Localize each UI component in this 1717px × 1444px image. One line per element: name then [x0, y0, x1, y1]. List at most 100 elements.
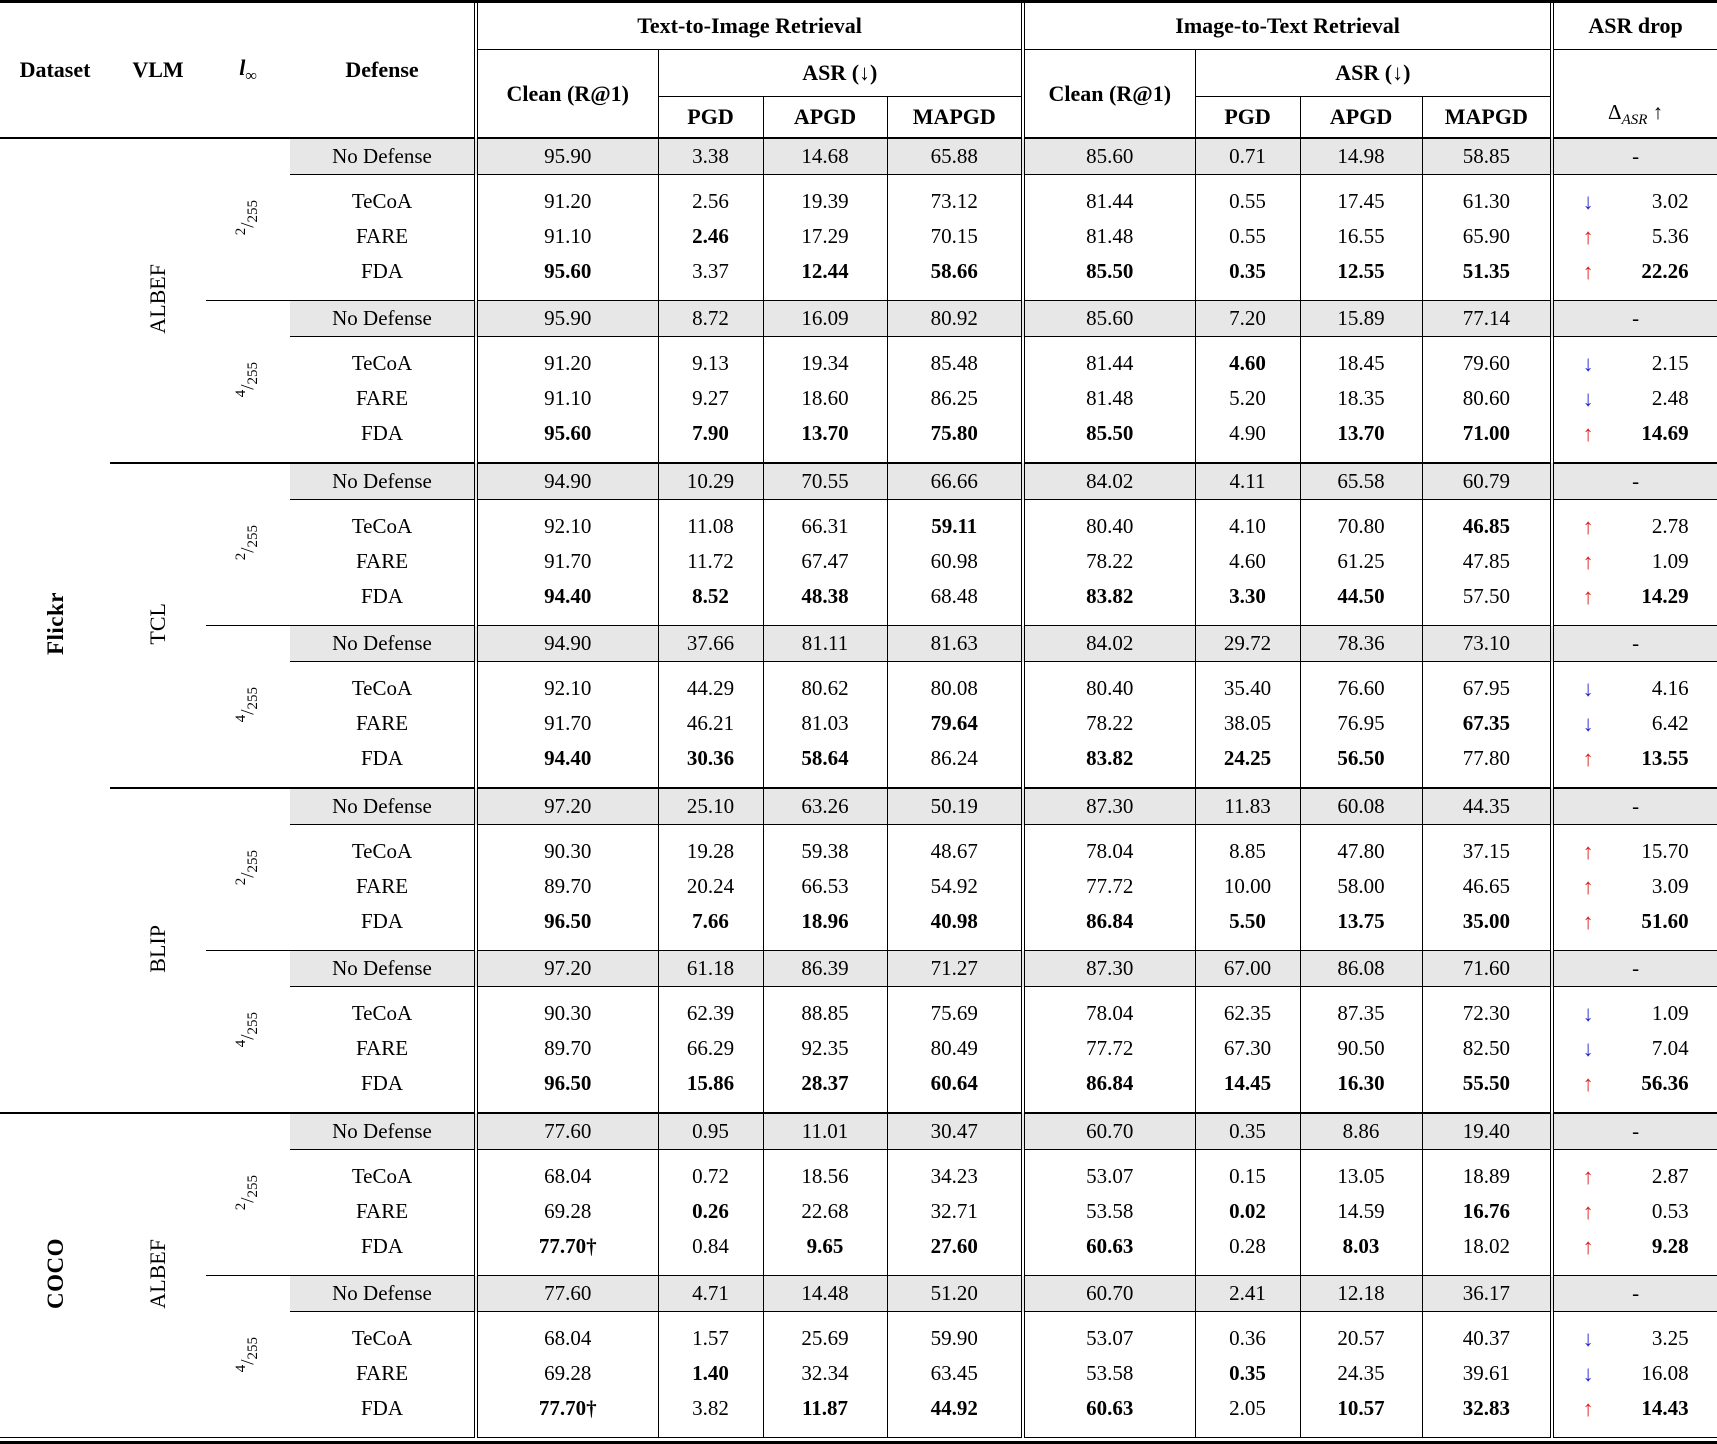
table-row: FDA 96.50 15.86 28.37 60.64 86.84 14.45 16.30 55… [0, 1066, 1717, 1113]
value-cell: 92.35 [762, 1031, 887, 1066]
value-cell: 87.35 [1299, 986, 1423, 1031]
delta-cell: - [1550, 625, 1717, 662]
dataset-label-text: COCO [42, 1237, 68, 1309]
value-text: 44.29 [686, 676, 735, 701]
eps-label: 2/255 [206, 462, 290, 626]
value-cell: 16.09 [762, 300, 887, 337]
value-text: 50.19 [930, 794, 978, 819]
value-text: 91.20 [544, 189, 592, 214]
col-header-pgd-i2t: PGD [1194, 96, 1301, 139]
value-text: 0.35 [1229, 1361, 1266, 1386]
value-cell: 14.98 [1299, 138, 1423, 175]
delta-number: 3.25 [1651, 1326, 1689, 1351]
delta-cell: ↓ 1.09 [1550, 986, 1717, 1031]
value-text: 68.04 [544, 1164, 592, 1189]
value-cell: 18.45 [1299, 336, 1423, 381]
value-text: 48.67 [930, 839, 978, 864]
value-text: 61.30 [1462, 189, 1510, 214]
value-cell: 91.70 [474, 544, 658, 579]
defense-cell: FARE [355, 1361, 409, 1386]
table-row: FARE 89.70 20.24 66.53 54.92 77.72 10.00 58.00 4… [0, 869, 1717, 904]
value-text: 10.29 [686, 469, 735, 494]
value-cell: 40.98 [886, 904, 1024, 951]
eps-label-text: 4/255 [233, 1336, 262, 1373]
value-cell: 80.40 [1021, 499, 1196, 544]
value-text: 90.30 [544, 839, 592, 864]
value-text: 85.60 [1086, 306, 1134, 331]
value-cell: 5.20 [1194, 381, 1301, 416]
value-text: 78.04 [1086, 1001, 1134, 1026]
value-text: 89.70 [544, 1036, 592, 1061]
value-text: 70.55 [801, 469, 849, 494]
value-cell: 0.55 [1194, 219, 1301, 254]
value-text: 11.87 [801, 1396, 849, 1421]
value-cell: 16.55 [1299, 219, 1423, 254]
value-cell: 95.90 [474, 138, 658, 175]
value-cell: 47.80 [1299, 824, 1423, 869]
value-cell: 4.60 [1194, 544, 1301, 579]
value-cell: 46.65 [1421, 869, 1553, 904]
value-text: 68.48 [930, 584, 978, 609]
value-cell: 97.20 [474, 950, 658, 987]
delta-value: ↑ 14.29 [1583, 585, 1689, 608]
value-cell: 77.72 [1021, 1031, 1196, 1066]
value-cell: 0.55 [1194, 174, 1301, 219]
value-text: 53.07 [1086, 1164, 1134, 1189]
value-cell: 68.04 [474, 1149, 658, 1194]
defense-cell: TeCoA [351, 676, 413, 701]
value-text: 96.50 [544, 909, 592, 934]
value-text: 14.59 [1337, 1199, 1385, 1224]
value-text: 18.96 [801, 909, 849, 934]
table-row: COCO ALBEF 2/255 No Defense 77.60 0.95 11.01 30… [0, 1112, 1717, 1438]
eps-label-text: 2/255 [233, 849, 262, 886]
value-text: 58.85 [1462, 144, 1510, 169]
value-cell: 92.10 [474, 499, 658, 544]
value-text: 79.60 [1462, 351, 1510, 376]
value-text: 15.86 [686, 1071, 735, 1096]
value-cell: 20.57 [1299, 1311, 1423, 1356]
asr-up-arrow-icon: ↑ [1582, 1395, 1594, 1421]
value-text: 90.50 [1337, 1036, 1385, 1061]
value-cell: 61.25 [1299, 544, 1423, 579]
value-text: 94.40 [544, 746, 592, 771]
delta-number: 13.55 [1641, 746, 1689, 771]
value-cell: 88.85 [762, 986, 887, 1031]
table-row: TeCoA 92.10 11.08 66.31 59.11 80.40 4.10 70.80 4… [0, 499, 1717, 544]
no-delta-dash: - [1632, 631, 1640, 656]
value-cell: 67.95 [1421, 661, 1553, 706]
value-text: 78.22 [1086, 711, 1134, 736]
eps-label: 4/255 [206, 950, 290, 1113]
value-text: 91.70 [544, 549, 592, 574]
value-text: 0.95 [692, 1119, 729, 1144]
value-text: 0.02 [1229, 1199, 1266, 1224]
value-text: 86.39 [801, 956, 849, 981]
asr-up-arrow-icon: ↑ [1582, 258, 1594, 284]
value-text: 1.40 [692, 1361, 729, 1386]
value-text: 58.00 [1337, 874, 1385, 899]
col-header-mapgd-i2t: MAPGD [1421, 96, 1553, 139]
value-cell: 18.89 [1421, 1149, 1553, 1194]
col-header-linf: l∞ [206, 3, 290, 139]
table-row: FARE 89.70 66.29 92.35 80.49 77.72 67.30 90.50 8… [0, 1031, 1717, 1066]
delta-cell: ↑ 0.53 [1550, 1194, 1717, 1229]
value-text: 3.30 [1229, 584, 1266, 609]
value-text: 66.66 [930, 469, 978, 494]
defense-cell: FARE [355, 711, 409, 736]
value-cell: 86.39 [762, 950, 887, 987]
value-text: 65.58 [1337, 469, 1385, 494]
delta-cell: - [1550, 787, 1717, 825]
value-cell: 12.18 [1299, 1275, 1423, 1312]
value-text: 8.52 [692, 584, 729, 609]
defense-cell: FDA [360, 1396, 403, 1421]
value-text: 81.63 [930, 631, 978, 656]
value-text: 53.07 [1086, 1326, 1134, 1351]
value-cell: 60.70 [1021, 1112, 1196, 1150]
delta-cell: ↓ 4.16 [1550, 661, 1717, 706]
value-cell: 36.17 [1421, 1275, 1553, 1312]
value-text: 92.35 [801, 1036, 849, 1061]
delta-number: 14.29 [1641, 584, 1689, 609]
delta-number: 9.28 [1651, 1234, 1689, 1259]
value-cell: 85.48 [886, 336, 1024, 381]
value-cell: 11.87 [762, 1391, 887, 1438]
value-cell: 89.70 [474, 869, 658, 904]
